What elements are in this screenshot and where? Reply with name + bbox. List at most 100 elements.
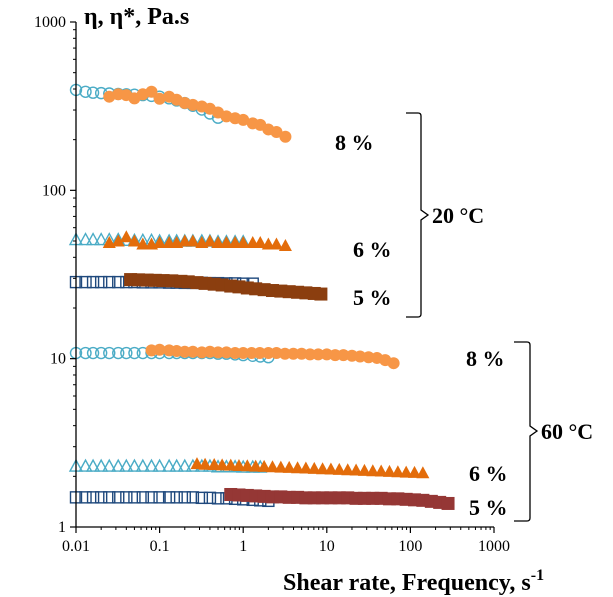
data-point [387,357,400,370]
data-point [111,458,126,472]
data-point [94,491,108,504]
y-axis-title: η, η*, Pa.s [84,4,189,30]
y-tick-label: 1000 [34,14,66,31]
data-point [127,458,142,472]
series-7 [145,343,400,370]
data-point [265,460,279,473]
data-point [278,347,291,360]
data-point [249,459,263,472]
data-point [190,457,204,470]
data-point [112,491,125,504]
data-point [111,234,125,247]
data-point [282,460,296,473]
data-point [253,347,266,360]
data-point [79,85,92,98]
series-3 [102,230,292,252]
data-point [329,349,342,362]
data-point [441,496,455,510]
data-point [237,347,250,360]
data-point [94,346,108,360]
series-1 [103,85,292,143]
data-point [78,458,93,472]
y-tick-label: 10 [50,351,66,368]
data-point [219,235,233,248]
data-point [145,85,158,98]
data-point [78,232,93,246]
data-point [270,126,283,139]
data-point [211,492,225,505]
data-point [215,458,229,471]
data-point [144,458,159,472]
data-point [245,347,258,360]
data-point [103,275,116,289]
data-point [85,458,101,472]
data-point [103,346,116,360]
data-point [119,458,134,472]
data-point [287,347,300,360]
data-point [79,275,92,289]
data-point [316,462,330,475]
data-point [86,86,100,99]
data-point [102,235,116,248]
x-tick-label: 1 [239,538,247,555]
data-point [299,461,313,474]
data-point [232,458,246,471]
data-point [374,464,388,477]
data-point [112,275,125,289]
data-point [416,466,430,479]
series-11 [224,487,455,510]
data-point [186,491,200,504]
data-point [203,234,217,247]
axes [70,21,495,533]
x-axis-title-superscript: -1 [531,567,544,584]
data-marks [68,83,455,510]
bracket-60c [514,341,539,522]
data-point [357,463,371,476]
data-point [399,465,413,478]
data-point [153,235,167,248]
data-point [135,458,151,472]
data-point [86,275,100,289]
label-60c-8pct: 8 % [466,346,505,371]
data-point [145,491,158,504]
data-point [391,465,405,478]
data-point [186,98,199,111]
data-point [161,458,177,472]
data-point [291,461,305,474]
data-point [198,457,212,470]
data-point [366,464,380,477]
bracket-20c [406,112,430,318]
data-point [337,349,350,362]
y-tick-label: 100 [42,182,66,199]
data-point [120,346,133,360]
label-20c-8pct: 8 % [335,130,374,155]
x-tick-label: 100 [398,538,422,555]
label-60c: 60 °C [541,419,593,444]
data-point [153,491,166,504]
data-point [120,491,133,504]
data-point [127,234,141,247]
series-9 [190,457,430,479]
data-point [212,346,225,359]
x-tick-label: 0.01 [62,538,90,555]
label-20c-5pct: 5 % [353,285,392,310]
series-5 [124,273,328,301]
label-20c: 20 °C [432,203,484,228]
x-tick-label: 10 [319,538,335,555]
data-point [153,92,166,105]
data-point [341,463,355,476]
data-point [220,346,233,359]
data-point [211,235,225,248]
data-point [237,113,250,126]
data-point [86,346,100,360]
x-axis-title: Shear rate, Frequency, s-1 [283,567,544,596]
data-point [136,237,150,250]
data-point [203,491,217,505]
data-point [240,459,254,472]
data-point [128,346,141,360]
label-20c-6pct: 6 % [353,237,392,262]
data-point [79,491,92,504]
data-point [186,345,199,358]
data-point [224,458,238,471]
